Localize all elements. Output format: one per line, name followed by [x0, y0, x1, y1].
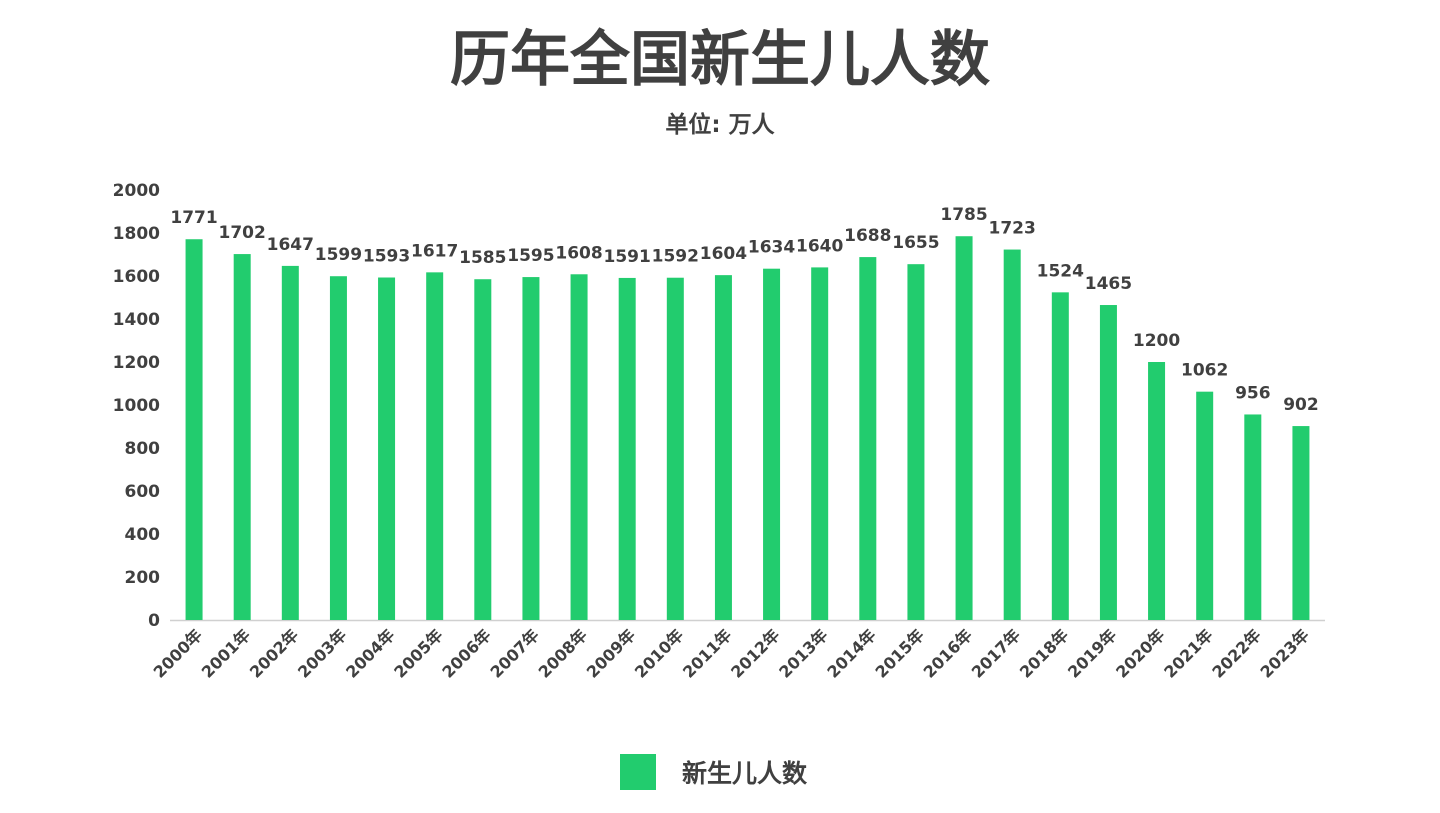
y-tick-label: 200: [125, 568, 161, 588]
x-tick-label: 2015年: [872, 625, 928, 681]
data-label: 1200: [1133, 331, 1180, 351]
data-label: 1785: [940, 205, 987, 225]
bar: [474, 279, 492, 620]
data-label: 1640: [796, 236, 843, 256]
x-tick-label: 2011年: [679, 625, 735, 681]
chart-subtitle: 单位: 万人: [665, 112, 775, 138]
bar: [522, 277, 540, 620]
data-label: 1524: [1037, 261, 1084, 281]
x-tick-label: 2010年: [631, 625, 687, 681]
y-tick-label: 2000: [113, 181, 160, 201]
y-tick-label: 1200: [113, 353, 160, 373]
y-tick-label: 800: [125, 439, 161, 459]
bar: [329, 276, 347, 620]
data-label: 1585: [459, 248, 506, 268]
bar: [811, 267, 829, 620]
data-label: 1465: [1085, 274, 1132, 294]
y-tick-label: 600: [125, 482, 161, 502]
bar: [378, 277, 396, 620]
bar: [570, 274, 588, 620]
data-label: 1593: [363, 247, 410, 267]
x-tick-label: 2008年: [535, 625, 591, 681]
data-label: 1723: [989, 219, 1036, 239]
x-tick-label: 2002年: [246, 625, 302, 681]
bar: [907, 264, 925, 620]
bar: [1051, 292, 1069, 620]
x-tick-label: 2003年: [294, 625, 350, 681]
data-label: 1655: [892, 233, 939, 253]
y-tick-label: 400: [125, 525, 161, 545]
y-tick-label: 1400: [113, 310, 160, 330]
data-label: 1617: [411, 241, 458, 261]
data-label: 1608: [555, 243, 602, 263]
data-label: 1592: [652, 247, 699, 267]
x-tick-label: 2018年: [1016, 625, 1072, 681]
data-label: 902: [1283, 395, 1319, 415]
data-label: 1062: [1181, 361, 1228, 381]
data-label: 1634: [748, 238, 795, 258]
x-tick-label: 2023年: [1257, 625, 1313, 681]
x-tick-label: 2009年: [583, 625, 639, 681]
x-tick-label: 2004年: [342, 625, 398, 681]
bar: [1099, 305, 1117, 620]
legend-swatch: [620, 754, 656, 790]
bar: [859, 257, 877, 620]
bar: [666, 277, 684, 620]
x-tick-label: 2013年: [775, 625, 831, 681]
x-tick-label: 2014年: [823, 625, 879, 681]
x-tick-label: 2022年: [1208, 625, 1264, 681]
bar: [1148, 362, 1166, 620]
bar: [185, 239, 203, 621]
y-tick-label: 1800: [113, 224, 160, 244]
x-tick-label: 2007年: [487, 625, 543, 681]
data-label: 1647: [267, 235, 314, 255]
x-tick-label: 2000年: [150, 625, 206, 681]
bar: [426, 272, 444, 620]
y-tick-label: 0: [148, 611, 160, 631]
bar: [955, 236, 973, 620]
data-label: 1688: [844, 226, 891, 246]
data-label: 1771: [170, 208, 217, 228]
data-label: 1702: [219, 223, 266, 243]
chart-title: 历年全国新生儿人数: [450, 25, 990, 95]
bar: [714, 275, 732, 620]
legend-label: 新生儿人数: [682, 759, 808, 788]
x-tick-label: 2016年: [920, 625, 976, 681]
bar: [763, 268, 781, 620]
x-tick-label: 2020年: [1112, 625, 1168, 681]
x-tick-label: 2005年: [390, 625, 446, 681]
bar: [1003, 249, 1021, 620]
data-label: 1591: [604, 247, 651, 267]
y-tick-label: 1000: [113, 396, 160, 416]
x-tick-label: 2012年: [727, 625, 783, 681]
data-label: 1595: [507, 246, 554, 266]
bar: [1292, 426, 1310, 620]
x-tick-label: 2001年: [198, 625, 254, 681]
bar: [1244, 414, 1262, 620]
bar: [1196, 391, 1214, 620]
data-label: 1599: [315, 245, 362, 265]
data-label: 956: [1235, 383, 1271, 403]
x-tick-label: 2021年: [1160, 625, 1216, 681]
bar: [233, 254, 251, 620]
bar: [281, 265, 299, 620]
y-tick-label: 1600: [113, 267, 160, 287]
legend: 新生儿人数: [620, 754, 807, 790]
x-tick-label: 2017年: [968, 625, 1024, 681]
x-tick-label: 2006年: [438, 625, 494, 681]
x-tick-label: 2019年: [1064, 625, 1120, 681]
data-label: 1604: [700, 244, 747, 264]
bar: [618, 277, 636, 620]
